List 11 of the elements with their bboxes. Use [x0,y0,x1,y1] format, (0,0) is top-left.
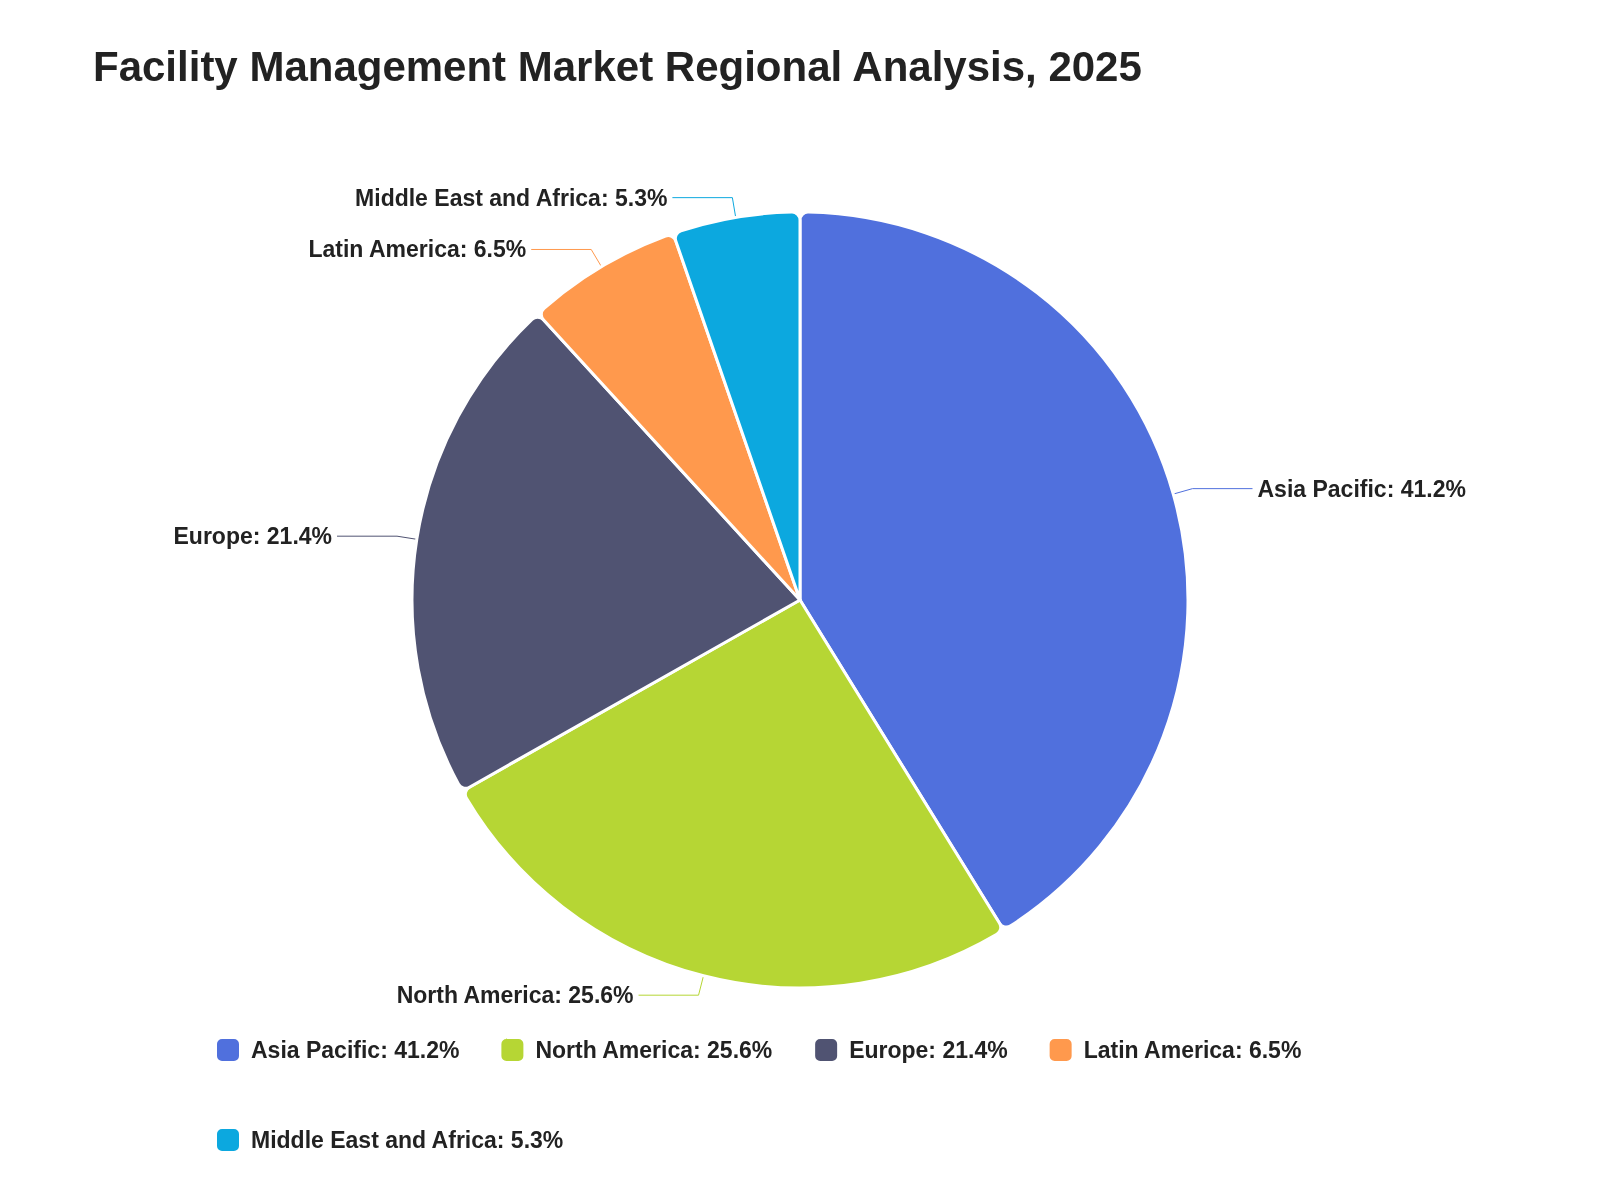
slice-label: Middle East and Africa: 5.3% [355,184,668,211]
slice-label: North America: 25.6% [396,982,634,1009]
chart-title: Facility Management Market Regional Analysis, 2025 [93,42,1142,90]
slice-label: Asia Pacific: 41.2% [1257,475,1466,502]
legend-label: Europe: 21.4% [849,1037,1008,1063]
legend-label: Middle East and Africa: 5.3% [251,1127,564,1153]
legend-label: North America: 25.6% [535,1037,773,1063]
legend-label: Latin America: 6.5% [1083,1037,1302,1063]
slice-label: Latin America: 6.5% [308,236,527,263]
legend-label: Asia Pacific: 41.2% [251,1037,460,1063]
slice-label: Europe: 21.4% [173,523,333,550]
